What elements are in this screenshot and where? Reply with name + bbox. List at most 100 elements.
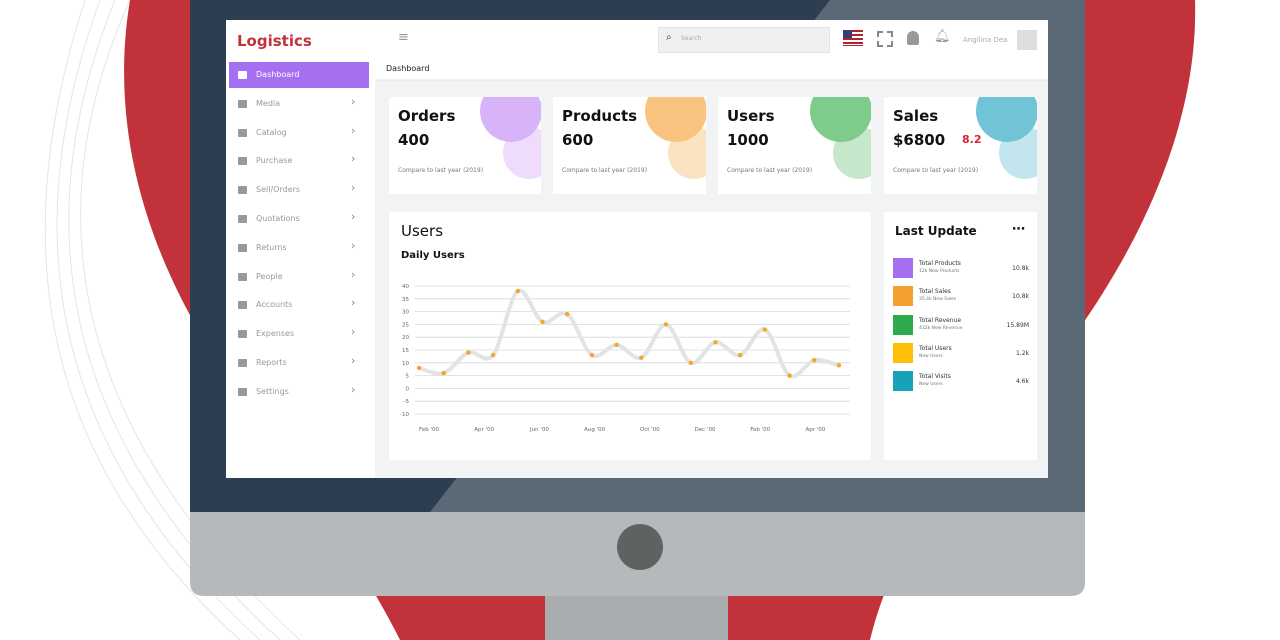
panel-title: Users [401, 222, 444, 240]
item-subtitle: 432k New Revenue [919, 325, 963, 331]
point [713, 340, 718, 345]
menu-label: Accounts [256, 300, 293, 310]
y-tick-label: 5 [406, 374, 410, 380]
menu-icon [238, 243, 247, 252]
menu-icon [238, 99, 247, 108]
panel-title: Last Update [895, 224, 977, 238]
x-tick-label: Dec '00 [695, 427, 716, 433]
menu-label: Sell/Orders [256, 185, 301, 195]
avatar[interactable] [1017, 30, 1037, 50]
chart-title: Daily Users [401, 250, 465, 261]
circle [810, 97, 871, 142]
menu-item[interactable]: Dashboard [229, 63, 369, 87]
update-item: Total Revenue 432k New Revenue 15.89M [893, 314, 1029, 335]
circle [645, 97, 706, 142]
chevron: › [351, 181, 356, 195]
chevron: › [351, 267, 356, 281]
menu-item[interactable]: People › [229, 265, 369, 289]
x-tick-label: Oct '00 [640, 427, 660, 433]
card-title: Users [727, 107, 775, 125]
point [737, 352, 743, 358]
menu-item[interactable]: Expenses › [229, 322, 369, 346]
y-tick-label: 0 [406, 386, 410, 392]
point [466, 350, 471, 355]
point [787, 373, 792, 378]
y-tick-label: -5 [404, 399, 410, 405]
menu-label: People [256, 271, 283, 281]
circle [976, 97, 1037, 142]
menu-item[interactable]: Sell/Orders › [229, 178, 369, 202]
fullscreen-icon[interactable] [877, 31, 893, 47]
color-swatch [893, 342, 913, 363]
item-value: 10.8k [1012, 293, 1029, 301]
point [688, 360, 693, 365]
notification-icon[interactable]: 🔔︎ [934, 29, 951, 44]
card-note: Compare to last year (2019) [398, 167, 484, 174]
color-swatch [893, 371, 913, 392]
x-tick-label: Feb '00 [750, 427, 770, 433]
y-tick-label: 20 [402, 335, 409, 341]
color-swatch [893, 286, 913, 307]
point [614, 342, 619, 348]
flag-icon[interactable] [843, 30, 863, 46]
card-value: $6800 [893, 131, 946, 149]
update-item: Total Users New Users 1.2k [893, 342, 1029, 363]
menu-item[interactable]: Returns › [229, 236, 369, 260]
more-icon[interactable]: ⋯ [1012, 222, 1025, 237]
item-subtitle: 35.4k New Sales [919, 297, 957, 303]
stat-card: Products 600 Compare to last year (2019) [553, 97, 706, 194]
item-value: 10.8k [1012, 265, 1029, 272]
x-tick-label: Aug '00 [584, 427, 605, 433]
item-subtitle: New Users [919, 353, 943, 359]
menu-toggle[interactable]: ≡ [398, 30, 409, 45]
menu-icon [238, 186, 247, 195]
stat-card: Sales $6800 8.2 Compare to last year (2019) [884, 97, 1037, 194]
menu-item[interactable]: Quotations › [229, 207, 369, 231]
profile-icon[interactable] [907, 31, 919, 45]
point [812, 358, 817, 363]
item-subtitle: 12k New Products [919, 269, 960, 274]
card-note: Compare to last year (2019) [727, 167, 813, 174]
last-update-panel: Last Update ⋯ Total Products 12k New Prod… [884, 212, 1037, 460]
card-value: 1000 [727, 131, 769, 149]
point [762, 327, 768, 332]
chevron: › [351, 238, 356, 252]
x-tick-label: Jun '00 [529, 427, 549, 433]
search-box[interactable]: ⌕ Search [658, 27, 830, 53]
y-tick-label: 40 [402, 284, 409, 290]
menu-item[interactable]: Catalog › [229, 121, 369, 145]
card-title: Orders [398, 107, 456, 125]
menu-item[interactable]: Reports › [229, 351, 369, 375]
stat-card: Orders 400 Compare to last year (2019) [389, 97, 541, 194]
menu-item[interactable]: Purchase › [229, 149, 369, 173]
update-item: Total Sales 35.4k New Sales 10.8k [893, 286, 1029, 307]
chevron: › [351, 325, 356, 339]
menu-label: Quotations [256, 214, 300, 223]
menu-icon [238, 215, 247, 223]
point [565, 311, 570, 317]
y-tick-label: 25 [402, 322, 409, 328]
menu-icon [238, 157, 247, 166]
breadcrumb: Dashboard [386, 64, 430, 73]
point [441, 370, 446, 376]
card-note: Compare to last year (2019) [562, 167, 648, 174]
menu-icon [238, 272, 247, 281]
chevron: › [351, 296, 356, 310]
x-tick-label: Feb '00 [419, 427, 439, 433]
search-icon: ⌕ [666, 32, 672, 43]
item-title: Total Users [919, 344, 952, 352]
menu-label: Settings [256, 386, 289, 396]
user-name[interactable]: Angilina Dea [963, 36, 1008, 44]
chevron: › [351, 382, 356, 396]
card-change: 8.2 [962, 133, 982, 146]
menu-item[interactable]: Settings › [229, 380, 369, 404]
y-tick-label: -10 [400, 412, 409, 418]
item-title: Total Visits [919, 373, 951, 381]
item-subtitle: New Users [919, 382, 943, 388]
menu-item[interactable]: Accounts › [229, 293, 369, 317]
menu-item[interactable]: Media › [229, 92, 369, 116]
menu-label: Dashboard [256, 70, 300, 79]
item-value: 4.6k [1015, 378, 1029, 386]
card-title: Sales [893, 107, 939, 125]
